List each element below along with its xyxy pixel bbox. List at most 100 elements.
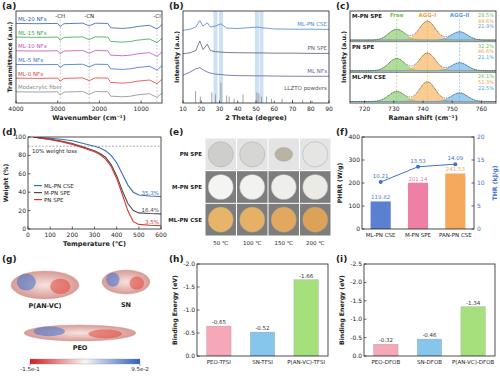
y-tick [364, 264, 367, 265]
x-tick-label: 600 [155, 231, 167, 238]
esp-positive-region [17, 274, 36, 291]
y-tick-label: -1.5 [350, 297, 362, 304]
plot-marks [374, 307, 486, 356]
plot-marks [28, 137, 161, 226]
y-tick [28, 192, 31, 193]
x-tick-label: 80 [307, 105, 315, 112]
photo-background [269, 171, 300, 203]
x-tick [364, 101, 365, 104]
data-label: 21.9% [478, 23, 494, 29]
y-tick [362, 183, 365, 184]
plot-frame [350, 11, 496, 103]
x-tick [423, 101, 424, 104]
reference-peak [256, 92, 257, 103]
row-label: ML-PN CSE [168, 217, 202, 223]
data-label: -0.32 [379, 337, 393, 343]
electrolyte-sample [303, 142, 328, 167]
data-label: -1.34 [466, 300, 481, 306]
esp-negative-region [50, 279, 70, 294]
annotation: 10% weight loss [32, 148, 77, 155]
data-label: -0.52 [255, 325, 269, 331]
x-tick-label: 70 [289, 105, 297, 112]
colorbar-label: -1.5e-1 [20, 366, 40, 372]
thr-line [381, 164, 456, 182]
panel-label: (a) [2, 1, 16, 11]
plot-marks [16, 20, 162, 103]
thr-marker [416, 165, 420, 169]
x-tick [329, 101, 330, 104]
series-label: Modacrylic fiber [18, 84, 63, 91]
x-tick-label: 1000 [134, 105, 149, 112]
y-tick [197, 287, 200, 288]
x-axis-label: 2 Theta (degree) [225, 114, 287, 122]
x-tick-label: 50 [252, 105, 260, 112]
y-tick-label: 0 [356, 225, 360, 232]
esp-positive-region [34, 327, 65, 337]
panel-e: (e)PN SPEM-PN SPEML-PN CSE50 ℃100 ℃150 ℃… [168, 127, 330, 246]
y-axis-label: PHRR (W/g) [336, 163, 344, 204]
photo-background [206, 139, 237, 171]
reference-peak [195, 91, 196, 103]
column-label: 100 ℃ [243, 240, 261, 246]
y-tick-label: -0.5 [350, 334, 362, 341]
electrolyte-sample [208, 174, 233, 199]
subpanel-label: M-PN SPE [352, 13, 382, 19]
envelope [350, 21, 496, 40]
panel-label: (b) [169, 1, 184, 11]
y-tick-label: 200 [349, 179, 361, 186]
highlight-band [213, 11, 217, 103]
y-tick-label: 300 [349, 156, 361, 163]
y-tick-label: -2.0 [350, 278, 362, 285]
series-label: ML NFs [307, 68, 327, 74]
x-tick [99, 101, 100, 104]
y-tick-label: -1.0 [183, 306, 195, 313]
plot-frame [197, 264, 328, 356]
end-label: 16.4% [142, 207, 159, 213]
x-tick-label: 2000 [92, 105, 107, 112]
plot-frame [28, 137, 161, 229]
pattern [183, 21, 329, 31]
electrolyte-sample [271, 207, 296, 232]
plot-frame [364, 264, 495, 356]
y-tick-label: -1.5 [183, 283, 195, 290]
y2-tick-label: 15 [477, 156, 485, 163]
x-tick [50, 227, 51, 230]
x-tick [219, 101, 220, 104]
photo-background [237, 204, 268, 236]
y-tick [28, 210, 31, 211]
reference-peak [215, 94, 216, 103]
subpanel-label: PN SPE [352, 44, 375, 50]
x-tick-label: 750 [446, 105, 458, 112]
x-tick [116, 227, 117, 230]
panel-c: FreeAGG-IAGG-II28.5%49.6%21.9%M-PN SPE32… [336, 1, 496, 122]
y2-tick-label: 10 [477, 179, 485, 186]
y-tick [197, 356, 200, 357]
spectrum [16, 51, 162, 57]
reference-peak [200, 97, 201, 103]
photo-background [237, 139, 268, 171]
y-tick [197, 264, 200, 265]
peak-name: AGG-II [450, 12, 470, 18]
column-label: 200 ℃ [306, 240, 324, 246]
annotation-line [156, 20, 157, 103]
y-tick [28, 229, 31, 230]
x-tick [16, 101, 17, 104]
x-tick-label: 10 [179, 105, 187, 112]
bar [250, 332, 274, 356]
category-label: M-PN SPE [405, 232, 432, 238]
category-label: PEO-DFOB [371, 359, 400, 365]
reference-peak [229, 97, 230, 103]
reference-peak [302, 100, 303, 103]
reference-peak [282, 99, 283, 103]
y-tick [28, 173, 31, 174]
legend-label: M-PN SPE [44, 190, 71, 196]
x-tick-label: 720 [359, 105, 371, 112]
colorbar-label: 9.5e-2 [131, 366, 149, 372]
series-label: ML-PN CSE [297, 21, 327, 27]
y-tick-label: 0.0 [185, 352, 195, 359]
bar [374, 344, 398, 356]
y2-tick-label: 5 [477, 202, 481, 209]
y-tick [362, 137, 365, 138]
electrolyte-sample [303, 174, 328, 199]
x-axis-label: Wavenumber (cm⁻¹) [52, 114, 125, 122]
